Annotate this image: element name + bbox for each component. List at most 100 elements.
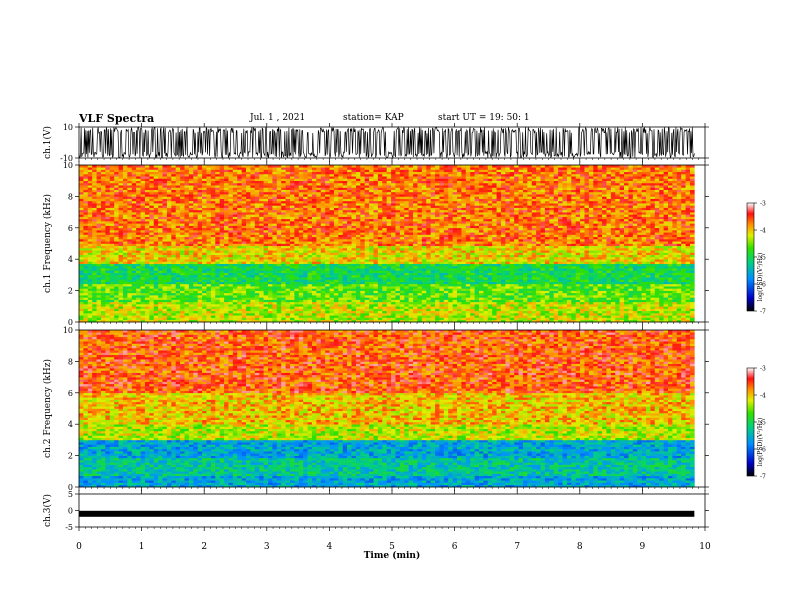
spectrogram-cell [588,295,594,298]
spectrogram-cell [360,299,366,303]
spectrogram-cell [413,297,418,300]
spectrogram-cell [417,310,423,314]
spectrogram-cell [544,286,550,289]
spectrogram-cell [676,297,682,300]
spectrogram-cell [602,288,607,291]
spectrogram-cell [298,310,304,314]
spectrogram-cell [637,277,642,280]
spectrogram-cell [417,301,423,305]
spectrogram-cell [136,295,141,298]
spectrogram-cell [518,308,524,312]
spectrogram-cell [470,279,475,282]
spectrogram-cell [118,277,124,280]
spectrogram-cell [338,279,344,282]
spectrogram-cell [382,254,387,258]
spectrogram-cell [268,283,273,287]
spectrogram-cell [228,281,234,285]
spectrogram-cell [364,295,370,298]
spectrogram-cell [632,265,638,269]
spectrogram-cell [386,250,392,253]
spectrogram-cell [166,319,172,323]
spectrogram-cell [285,268,291,271]
spectrogram-cell [144,315,150,318]
spectrogram-cell [206,245,212,249]
spectrogram-cell [553,265,559,269]
spectrogram-cell [474,299,480,303]
spectrogram-cell [162,292,168,296]
spectrogram-cell [232,247,238,251]
spectrogram-cell [685,297,691,300]
spectrogram-cell [118,252,124,256]
spectrogram-cell [663,268,669,271]
spectrogram-cell [659,245,664,249]
spectrogram-cell [457,241,462,244]
spectrogram-cell [439,297,445,300]
spectrogram-cell [276,261,282,264]
spectrogram-cell [452,256,458,260]
spectrogram-cell [650,250,656,253]
spectrogram-cell [114,301,119,305]
spectrogram-cell [408,270,414,273]
spectrogram-cell [540,256,546,260]
spectrogram-cell [430,288,436,291]
spectrogram-cell [637,306,642,309]
spectrogram-cell [619,319,625,323]
spectrogram-cell [540,292,546,296]
spectrogram-cell [149,261,155,264]
spectrogram-cell [575,279,581,282]
spectrogram-cell [628,317,634,321]
spectrogram-cell [377,256,383,260]
spectrogram-cell [259,295,264,298]
spectrogram-cell [531,313,537,316]
spectrogram-cell [531,268,537,271]
spectrogram-cell [153,315,159,318]
spectrogram-cell [610,301,616,305]
spectrogram-cell [584,308,590,312]
spectrogram-cell [92,295,97,298]
spectrogram-cell [386,261,392,264]
spectrogram-cell [553,274,559,278]
spectrogram-cell [421,292,427,296]
spectrogram-cell [320,261,326,264]
spectrogram-cell [588,243,594,247]
spectrogram-cell [417,279,423,282]
spectrogram-cell [136,288,141,291]
spectrogram-cell [654,270,660,273]
spectrogram-cell [676,270,682,273]
spectrogram-cell [272,306,278,309]
spectrogram-cell [650,301,656,305]
spectrogram-cell [646,313,651,316]
spectrogram-cell [663,317,669,321]
spectrogram-cell [298,288,304,291]
spectrogram-cell [628,243,634,247]
spectrogram-cell [79,317,84,321]
spectrogram-cell [382,292,387,296]
spectrogram-cell [663,310,669,314]
spectrogram-cell [272,261,278,264]
spectrogram-cell [206,277,212,280]
spectrogram-cell [395,274,401,278]
spectrogram-cell [303,304,308,307]
spectrogram-cell [325,317,330,321]
spectrogram-cell [303,247,308,251]
spectrogram-cell [333,279,339,282]
spectrogram-cell [421,290,427,294]
spectrogram-cell [435,254,440,258]
spectrogram-cell [448,315,453,318]
spectrogram-cell [294,274,300,278]
spectrogram-cell [373,265,379,269]
spectrogram-cell [79,256,84,260]
spectrogram-cell [580,315,585,318]
spectrogram-cell [505,313,511,316]
spectrogram-cell [492,288,497,291]
spectrogram-cell [303,250,308,253]
spectrogram-cell [153,268,159,271]
spectrogram-cell [140,295,146,298]
spectrogram-cell [426,268,431,271]
spectrogram-cell [527,259,533,262]
spectrogram-cell [395,268,401,271]
spectrogram-cell [597,288,603,291]
spectrogram-cell [435,292,440,296]
spectrogram-cell [509,265,515,269]
spectrogram-cell [144,290,150,294]
